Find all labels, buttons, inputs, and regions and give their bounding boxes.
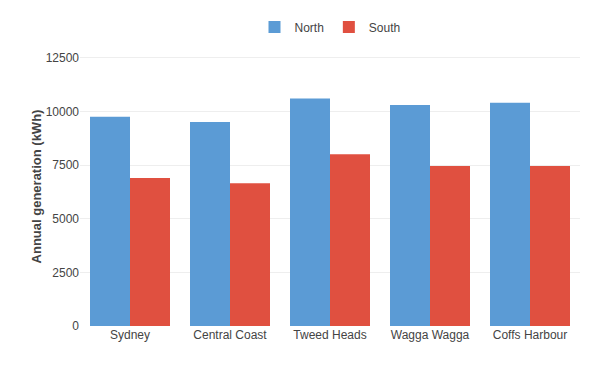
svg-text:7500: 7500 xyxy=(52,158,79,172)
svg-text:Annual generation (kWh): Annual generation (kWh) xyxy=(29,110,44,264)
svg-text:5000: 5000 xyxy=(52,212,79,226)
svg-text:Tweed Heads: Tweed Heads xyxy=(293,328,366,342)
svg-text:Coffs Harbour: Coffs Harbour xyxy=(493,328,567,342)
svg-text:2500: 2500 xyxy=(52,266,79,280)
svg-text:12500: 12500 xyxy=(46,51,80,65)
svg-text:Central Coast: Central Coast xyxy=(193,328,267,342)
svg-text:0: 0 xyxy=(72,319,79,333)
svg-text:10000: 10000 xyxy=(46,105,80,119)
svg-text:Sydney: Sydney xyxy=(110,328,150,342)
svg-text:Wagga Wagga: Wagga Wagga xyxy=(391,328,470,342)
svg-text:South: South xyxy=(369,21,400,35)
svg-text:North: North xyxy=(295,21,324,35)
